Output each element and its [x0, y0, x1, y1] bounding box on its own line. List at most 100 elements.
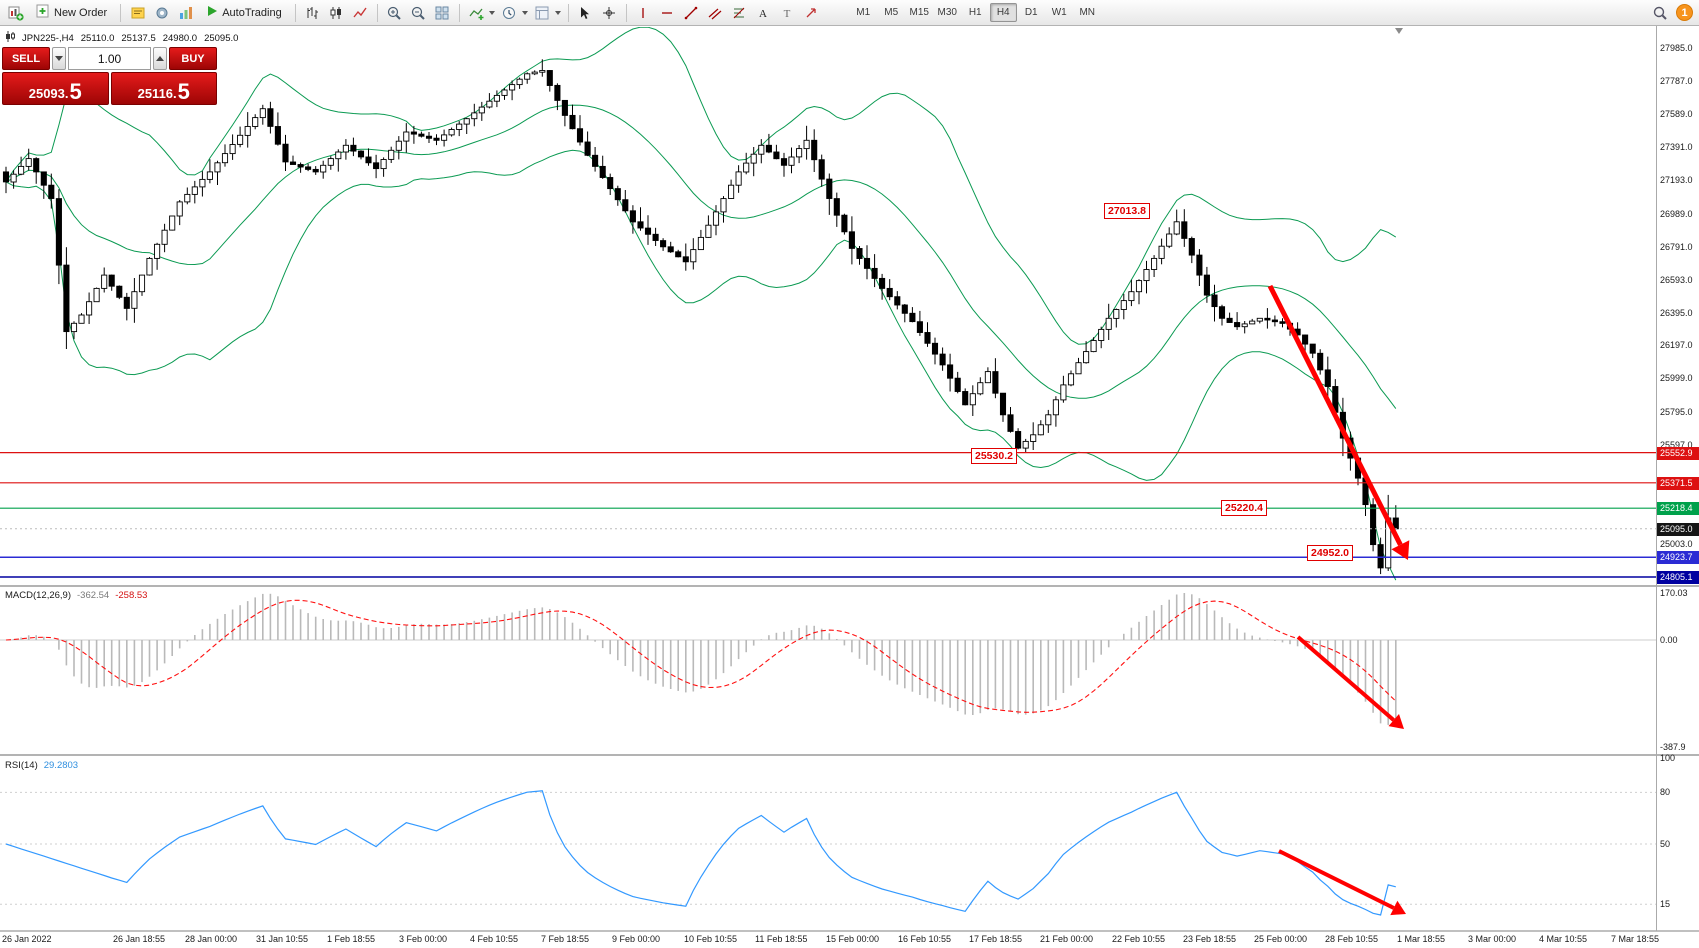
- time-axis-label: 31 Jan 10:55: [256, 934, 309, 944]
- new-order-button[interactable]: New Order: [28, 2, 115, 23]
- fibonacci-icon[interactable]: [728, 2, 751, 23]
- bar-chart-icon[interactable]: [301, 2, 324, 23]
- zoom-out-icon[interactable]: [407, 2, 430, 23]
- price-chart-panel[interactable]: [2, 27, 1399, 581]
- chart-ohlc-info: JPN225-,H4 25110.0 25137.5 24980.0 25095…: [5, 31, 238, 45]
- buy-price-big-digit: 5: [177, 79, 190, 104]
- arrow-tools-icon[interactable]: [800, 2, 823, 23]
- label-icon[interactable]: T: [776, 2, 799, 23]
- price-callout[interactable]: 25220.4: [1221, 500, 1267, 516]
- templates-dropdown-caret[interactable]: [554, 10, 561, 15]
- toolbar-separator: [294, 3, 296, 22]
- toolbar-right-group: 1: [1648, 2, 1695, 23]
- trend-arrow-3[interactable]: [1278, 849, 1406, 916]
- symbol-name: JPN225-,H4: [22, 32, 74, 44]
- market-watch-icon[interactable]: [174, 2, 197, 23]
- timeframe-m30-button[interactable]: M30: [934, 3, 961, 22]
- horizontal-line-icon[interactable]: [656, 2, 679, 23]
- price-axis-label: 26791.0: [1660, 242, 1693, 252]
- time-axis-label: 23 Feb 18:55: [1183, 934, 1237, 944]
- price-axis-label: 26989.0: [1660, 209, 1693, 219]
- price-axis-label: 27193.0: [1660, 175, 1693, 185]
- time-axis-label: 16 Feb 10:55: [898, 934, 952, 944]
- price-axis-label: 25597.0: [1660, 440, 1693, 450]
- rsi-line: [5, 790, 1396, 916]
- equidistant-channel-icon[interactable]: [704, 2, 727, 23]
- price-axis-label: 27787.0: [1660, 76, 1693, 86]
- time-axis-label: 11 Feb 18:55: [755, 934, 808, 944]
- macd-signal-value: -258.53: [115, 590, 148, 601]
- timeframe-m5-button[interactable]: M5: [878, 3, 905, 22]
- ohlc-low: 24980.0: [162, 32, 198, 44]
- bollinger-lower-band: [5, 149, 1397, 581]
- new-chart-icon[interactable]: [4, 2, 27, 23]
- price-axis: 27985.0 27787.0 27589.0 27391.0 27193.0 26989…: [1657, 0, 1699, 948]
- periods-dropdown-caret[interactable]: [521, 10, 528, 15]
- timeframe-mn-button[interactable]: MN: [1074, 3, 1101, 22]
- time-axis-label: 28 Feb 10:55: [1325, 934, 1379, 944]
- vertical-line-icon[interactable]: [632, 2, 655, 23]
- rsi-panel[interactable]: [0, 790, 1656, 916]
- sell-button[interactable]: SELL: [2, 47, 50, 70]
- rsi-scale-label: 15: [1660, 899, 1671, 909]
- timeframe-w1-button[interactable]: W1: [1046, 3, 1073, 22]
- price-axis-label: 26593.0: [1660, 275, 1693, 285]
- triangle-up-icon: [156, 56, 164, 61]
- bollinger-middle-band: [5, 104, 1397, 409]
- sell-price[interactable]: 25093. 5: [2, 72, 109, 105]
- price-callout[interactable]: 25530.2: [971, 448, 1017, 464]
- sell-price-main: 25093.: [28, 86, 69, 101]
- macd-scale-label: 170.03: [1660, 588, 1688, 598]
- buy-price[interactable]: 25116. 5: [110, 72, 217, 105]
- timeframe-d1-button[interactable]: D1: [1018, 3, 1045, 22]
- autotrading-button[interactable]: AutoTrading: [198, 2, 290, 23]
- macd-signal-line: [5, 599, 1397, 713]
- price-axis-label: 26395.0: [1660, 308, 1693, 318]
- cursor-icon[interactable]: [574, 2, 597, 23]
- price-callout[interactable]: 27013.8: [1104, 203, 1150, 219]
- search-icon[interactable]: [1648, 2, 1671, 23]
- timeframe-h1-button[interactable]: H1: [962, 3, 989, 22]
- time-axis-label: 7 Feb 18:55: [541, 934, 590, 944]
- timeframe-h4-button[interactable]: H4: [989, 3, 1017, 22]
- one-click-trading-panel: SELL BUY 25093.5 25116.5: [2, 47, 217, 105]
- trend-arrow-2[interactable]: [1296, 635, 1404, 729]
- price-tag: 25218.4: [1657, 502, 1699, 515]
- periods-icon[interactable]: [498, 2, 521, 23]
- sell-price-big-digit: 5: [69, 79, 82, 104]
- macd-panel[interactable]: [0, 593, 1656, 727]
- volume-increase-button[interactable]: [153, 47, 167, 70]
- options-icon[interactable]: [150, 2, 173, 23]
- volume-input[interactable]: [68, 47, 151, 70]
- price-tag: 24805.1: [1657, 571, 1699, 584]
- trend-arrow-1[interactable]: [1267, 284, 1410, 560]
- text-icon[interactable]: A: [752, 2, 775, 23]
- candlestick-chart-icon[interactable]: [325, 2, 348, 23]
- time-axis-label: 9 Feb 00:00: [612, 934, 661, 944]
- metaeditor-icon[interactable]: [126, 2, 149, 23]
- timeframe-m15-button[interactable]: M15: [906, 3, 933, 22]
- indicators-icon[interactable]: [465, 2, 488, 23]
- buy-button[interactable]: BUY: [169, 47, 217, 70]
- line-chart-icon[interactable]: [349, 2, 372, 23]
- volume-decrease-button[interactable]: [52, 47, 66, 70]
- zoom-in-icon[interactable]: [383, 2, 406, 23]
- rsi-scale-label: 100: [1660, 753, 1676, 763]
- rsi-name: RSI(14): [5, 760, 38, 771]
- macd-main-value: -362.54: [77, 590, 110, 601]
- price-axis-label: 27589.0: [1660, 109, 1693, 119]
- notification-badge[interactable]: 1: [1676, 4, 1693, 21]
- tile-windows-icon[interactable]: [431, 2, 454, 23]
- timeframe-m1-button[interactable]: M1: [850, 3, 877, 22]
- crosshair-icon[interactable]: [598, 2, 621, 23]
- price-tag: 25095.0: [1657, 523, 1699, 536]
- macd-histogram: [12, 593, 1397, 727]
- rsi-scale-label: 50: [1660, 839, 1671, 849]
- price-callout[interactable]: 24952.0: [1307, 545, 1353, 561]
- templates-icon[interactable]: [531, 2, 554, 23]
- indicators-dropdown-caret[interactable]: [488, 10, 495, 15]
- trendline-icon[interactable]: [680, 2, 703, 23]
- ohlc-high: 25137.5: [121, 32, 156, 44]
